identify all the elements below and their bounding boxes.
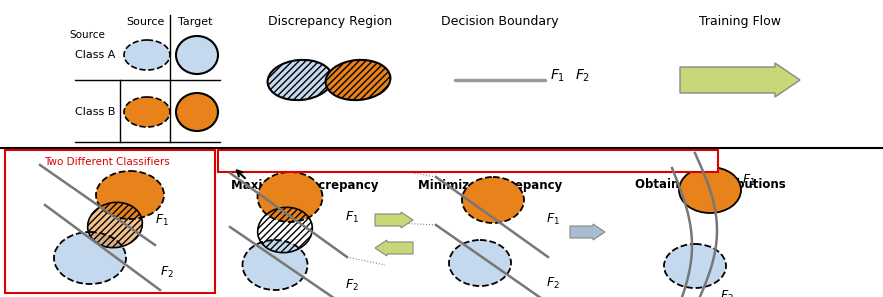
Bar [5, 150, 215, 293]
Text: Obtained Distributions: Obtained Distributions [635, 178, 785, 192]
Text: $F_1$: $F_1$ [546, 211, 560, 227]
Ellipse shape [326, 60, 390, 100]
Ellipse shape [268, 60, 332, 100]
Text: $F_2$: $F_2$ [160, 264, 174, 279]
Text: Maximize Discrepancy: Maximize Discrepancy [231, 178, 379, 192]
Ellipse shape [87, 202, 142, 248]
FancyArrow shape [375, 212, 413, 228]
Text: Source: Source [70, 30, 105, 40]
FancyArrow shape [570, 224, 605, 240]
Text: Target: Target [177, 17, 212, 27]
Ellipse shape [54, 232, 126, 284]
Text: $F_2$: $F_2$ [345, 277, 358, 293]
Ellipse shape [124, 97, 170, 127]
Ellipse shape [243, 240, 307, 290]
Text: Two Different Classifiers: Two Different Classifiers [44, 157, 170, 167]
Text: $F_2$: $F_2$ [720, 288, 734, 297]
Text: Discrepancy Region: Discrepancy Region [268, 15, 392, 29]
Text: Source: Source [125, 17, 164, 27]
Text: $F_1$: $F_1$ [550, 68, 565, 84]
FancyArrow shape [680, 63, 800, 97]
Ellipse shape [124, 40, 170, 70]
Ellipse shape [679, 167, 741, 213]
Text: Minimize Discrepancy: Minimize Discrepancy [418, 178, 562, 192]
Ellipse shape [176, 93, 218, 131]
Text: Class A: Class A [75, 50, 115, 60]
Text: $F_1$: $F_1$ [742, 173, 756, 187]
Ellipse shape [449, 240, 511, 286]
Ellipse shape [258, 172, 322, 222]
Text: $F_2$: $F_2$ [575, 68, 590, 84]
Ellipse shape [176, 36, 218, 74]
Text: $F_1$: $F_1$ [155, 212, 169, 228]
FancyArrow shape [375, 240, 413, 256]
Text: Proposed Method Training Procedure Overview: Proposed Method Training Procedure Overv… [330, 154, 606, 168]
Ellipse shape [462, 177, 524, 223]
Text: $F_2$: $F_2$ [546, 275, 560, 290]
Text: Training Flow: Training Flow [699, 15, 781, 29]
Text: Class B: Class B [75, 107, 115, 117]
Text: $F_1$: $F_1$ [345, 209, 358, 225]
Ellipse shape [664, 244, 726, 288]
Bar [218, 150, 718, 172]
Text: Decision Boundary: Decision Boundary [442, 15, 559, 29]
Ellipse shape [96, 171, 164, 219]
